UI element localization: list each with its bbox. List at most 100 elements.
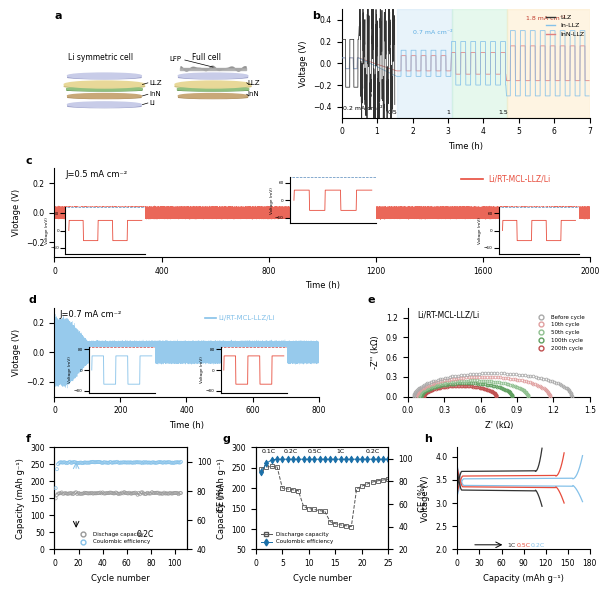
Text: InN: InN	[149, 91, 161, 97]
Point	[171, 458, 181, 467]
Y-axis label: Vlotage (V): Vlotage (V)	[11, 189, 21, 236]
Point	[166, 489, 176, 498]
Text: 1.8 mA cm⁻²: 1.8 mA cm⁻²	[526, 16, 566, 21]
Point	[126, 489, 136, 498]
Ellipse shape	[68, 75, 142, 79]
Point	[160, 458, 170, 467]
Text: 0.2C: 0.2C	[283, 448, 298, 454]
Point	[175, 458, 185, 467]
Point	[58, 489, 68, 498]
Text: LFP: LFP	[169, 56, 181, 62]
Point	[169, 458, 178, 467]
Point	[63, 489, 73, 498]
Point	[68, 458, 77, 467]
X-axis label: Cycle number: Cycle number	[91, 574, 150, 583]
Point	[166, 458, 176, 467]
Point	[176, 457, 186, 467]
Point	[76, 458, 86, 467]
Y-axis label: -Z'' (kΩ): -Z'' (kΩ)	[371, 336, 381, 369]
Point	[114, 458, 123, 467]
Point	[81, 458, 91, 467]
Point	[153, 488, 163, 497]
Point	[120, 487, 129, 497]
Point	[62, 459, 71, 468]
Text: LLZ: LLZ	[248, 80, 260, 86]
Point	[86, 457, 96, 467]
Point	[174, 457, 183, 467]
Ellipse shape	[68, 93, 142, 98]
Point	[105, 488, 115, 497]
Point	[145, 489, 154, 498]
Point	[125, 489, 135, 498]
Text: 0.1C: 0.1C	[262, 448, 276, 454]
Point	[108, 458, 117, 467]
Point	[59, 457, 69, 467]
Text: 0.2 mA cm⁻²: 0.2 mA cm⁻²	[343, 106, 383, 111]
Text: a: a	[54, 11, 62, 21]
Point	[102, 458, 111, 467]
Point	[92, 488, 102, 498]
Point	[57, 458, 67, 467]
Point	[151, 458, 160, 467]
Point	[113, 457, 122, 466]
Ellipse shape	[178, 75, 248, 79]
Point	[128, 488, 137, 498]
Point	[159, 457, 169, 467]
Point	[122, 458, 131, 467]
Point	[81, 488, 91, 498]
Text: d: d	[28, 295, 36, 305]
Point	[158, 458, 168, 467]
Point	[97, 488, 106, 498]
Point	[169, 488, 178, 498]
Point	[131, 488, 141, 498]
Point	[153, 457, 163, 467]
Text: J=0.5 mA cm⁻²: J=0.5 mA cm⁻²	[65, 170, 127, 179]
X-axis label: Capacity (mAh g⁻¹): Capacity (mAh g⁻¹)	[483, 574, 564, 583]
Text: h: h	[424, 434, 432, 444]
Point	[162, 488, 171, 498]
Text: 1C: 1C	[508, 543, 515, 548]
Point	[136, 458, 146, 467]
Point	[135, 489, 145, 499]
Point	[98, 458, 108, 467]
Point	[147, 458, 157, 467]
X-axis label: Cycle number: Cycle number	[293, 574, 352, 583]
Point	[100, 489, 110, 498]
Text: 1C: 1C	[336, 448, 345, 454]
Point	[102, 488, 111, 498]
Point	[87, 488, 97, 498]
Point	[71, 458, 81, 467]
Text: f: f	[25, 434, 30, 444]
Point	[159, 488, 169, 497]
Legend: Dischage capacity, Coulombic efficiency: Dischage capacity, Coulombic efficiency	[76, 529, 152, 546]
Point	[91, 488, 100, 498]
Point	[52, 490, 62, 500]
Point	[137, 459, 147, 468]
Point	[123, 489, 132, 498]
Point	[125, 457, 135, 467]
Point	[117, 488, 127, 497]
Text: 0.2C: 0.2C	[137, 530, 154, 539]
Point	[65, 489, 75, 498]
Point	[120, 457, 130, 467]
Point	[170, 488, 180, 498]
Ellipse shape	[68, 102, 142, 108]
Ellipse shape	[178, 73, 248, 78]
Point	[75, 458, 85, 467]
Point	[143, 458, 153, 467]
Point	[146, 458, 155, 467]
Point	[94, 457, 104, 467]
Ellipse shape	[67, 87, 142, 91]
Point	[148, 488, 158, 498]
Ellipse shape	[64, 84, 145, 89]
Point	[90, 488, 99, 498]
Point	[64, 457, 74, 467]
Point	[79, 458, 88, 467]
Point	[99, 489, 109, 498]
Text: c: c	[25, 156, 31, 166]
Point	[93, 457, 103, 467]
Point	[119, 488, 128, 498]
Point	[172, 488, 182, 498]
Point	[111, 488, 121, 497]
Point	[146, 489, 155, 498]
